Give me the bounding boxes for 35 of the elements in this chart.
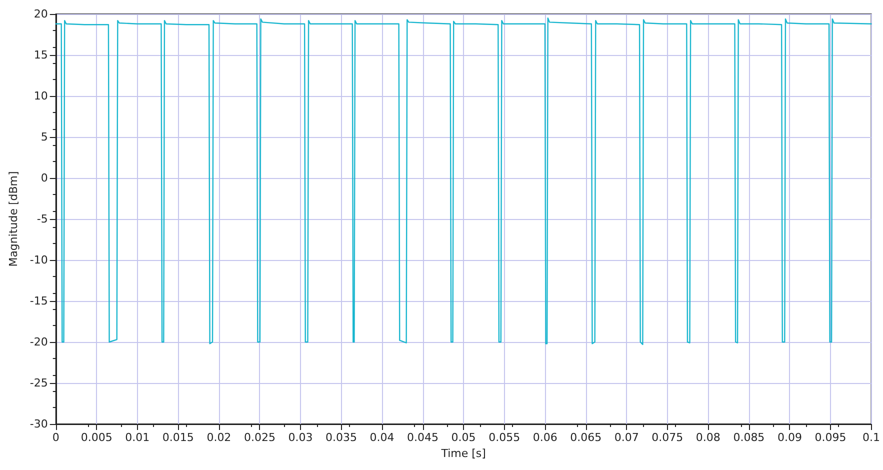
y-tick-label: -25 (30, 376, 48, 390)
x-tick-label: 0.03 (288, 431, 313, 444)
x-tick-label: 0.035 (326, 431, 357, 444)
y-tick-label: -20 (30, 336, 48, 348)
x-tick-label: 0.045 (407, 431, 439, 444)
y-tick-label: 15 (34, 48, 48, 62)
x-tick-label: 0.02 (206, 431, 232, 444)
y-tick-label: 20 (34, 8, 48, 20)
line-series (55, 18, 872, 346)
x-tick-label: 0.055 (488, 431, 520, 444)
x-tick-label: 0 (52, 431, 60, 444)
x-tick-label: 0.05 (451, 431, 476, 444)
y-tick-label: -30 (30, 418, 48, 430)
y-tick-label: 0 (40, 172, 48, 184)
x-tick-label: 0.09 (777, 431, 802, 444)
x-tick-label: 0.08 (696, 431, 720, 444)
y-tick-label: -10 (30, 254, 48, 266)
x-tick-label: 0.005 (80, 431, 112, 444)
x-tick-label: 0.1 (862, 431, 880, 444)
y-tick-label: 10 (34, 90, 48, 102)
x-tick-label: 0.06 (532, 431, 558, 444)
y-tick-label: 5 (40, 130, 48, 144)
y-tick-label: -15 (30, 294, 48, 308)
y-axis-title: Magnitude [dBm] (7, 171, 20, 267)
x-axis-title: Time [s] (440, 446, 486, 460)
x-tick-label: 0.085 (733, 431, 765, 444)
x-tick-label: 0.075 (652, 431, 684, 444)
x-tick-label: 0.095 (814, 431, 846, 444)
x-tick-label: 0.065 (570, 431, 602, 444)
y-tick-label: -5 (36, 212, 48, 226)
x-tick-label: 0.015 (162, 431, 194, 444)
x-tick-label: 0.07 (614, 431, 639, 444)
x-tick-label: 0.01 (125, 431, 150, 444)
x-tick-label: 0.025 (244, 431, 276, 444)
x-tick-label: 0.04 (370, 431, 394, 444)
